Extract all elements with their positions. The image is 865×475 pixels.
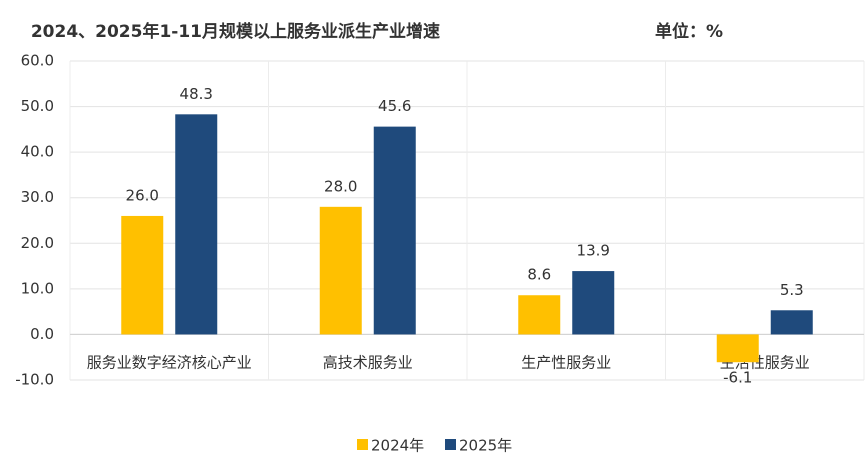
legend-swatch bbox=[357, 439, 368, 450]
bar bbox=[770, 310, 813, 335]
y-tick-label: 60.0 bbox=[21, 52, 54, 70]
value-label: 8.6 bbox=[527, 266, 551, 284]
bar bbox=[716, 334, 759, 363]
y-tick-label: 40.0 bbox=[21, 143, 54, 161]
y-tick-label: 50.0 bbox=[21, 97, 54, 115]
x-tick-label: 生产性服务业 bbox=[521, 354, 611, 372]
value-label: 45.6 bbox=[378, 97, 411, 115]
value-label: 26.0 bbox=[126, 186, 159, 204]
bar bbox=[175, 114, 218, 335]
y-tick-label: 0.0 bbox=[30, 325, 54, 343]
value-label: -6.1 bbox=[723, 369, 752, 387]
x-tick-label: 高技术服务业 bbox=[323, 354, 413, 372]
chart-title: 2024、2025年1-11月规模以上服务业派生产业增速 bbox=[31, 21, 440, 42]
y-tick-label: -10.0 bbox=[15, 371, 54, 389]
legend-label: 2025年 bbox=[459, 437, 512, 455]
x-tick-label: 服务业数字经济核心产业 bbox=[87, 354, 252, 372]
value-label: 5.3 bbox=[780, 281, 804, 299]
bar bbox=[572, 271, 615, 335]
legend-label: 2024年 bbox=[371, 437, 424, 455]
bar bbox=[121, 215, 164, 335]
legend-swatch bbox=[445, 439, 456, 450]
value-label: 48.3 bbox=[180, 85, 213, 103]
bar bbox=[373, 126, 416, 335]
unit-label: 单位：% bbox=[655, 21, 723, 42]
bar bbox=[518, 295, 561, 335]
y-tick-label: 30.0 bbox=[21, 188, 54, 206]
value-label: 13.9 bbox=[577, 242, 610, 260]
y-tick-label: 10.0 bbox=[21, 279, 54, 297]
y-tick-label: 20.0 bbox=[21, 234, 54, 252]
bar bbox=[319, 206, 362, 335]
value-label: 28.0 bbox=[324, 177, 357, 195]
